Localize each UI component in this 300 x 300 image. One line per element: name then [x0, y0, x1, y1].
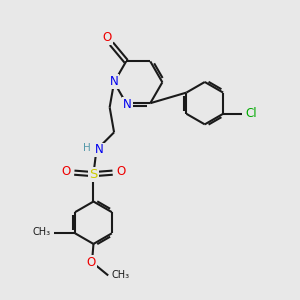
Text: H: H	[83, 142, 91, 153]
Text: Cl: Cl	[245, 107, 257, 120]
Text: CH₃: CH₃	[32, 227, 51, 237]
Text: S: S	[89, 168, 98, 181]
Text: O: O	[116, 165, 125, 178]
Text: O: O	[87, 256, 96, 269]
Text: O: O	[102, 31, 112, 44]
Text: CH₃: CH₃	[112, 270, 130, 280]
Text: N: N	[95, 143, 104, 157]
Text: N: N	[110, 75, 118, 88]
Text: N: N	[123, 98, 132, 111]
Text: O: O	[61, 165, 71, 178]
